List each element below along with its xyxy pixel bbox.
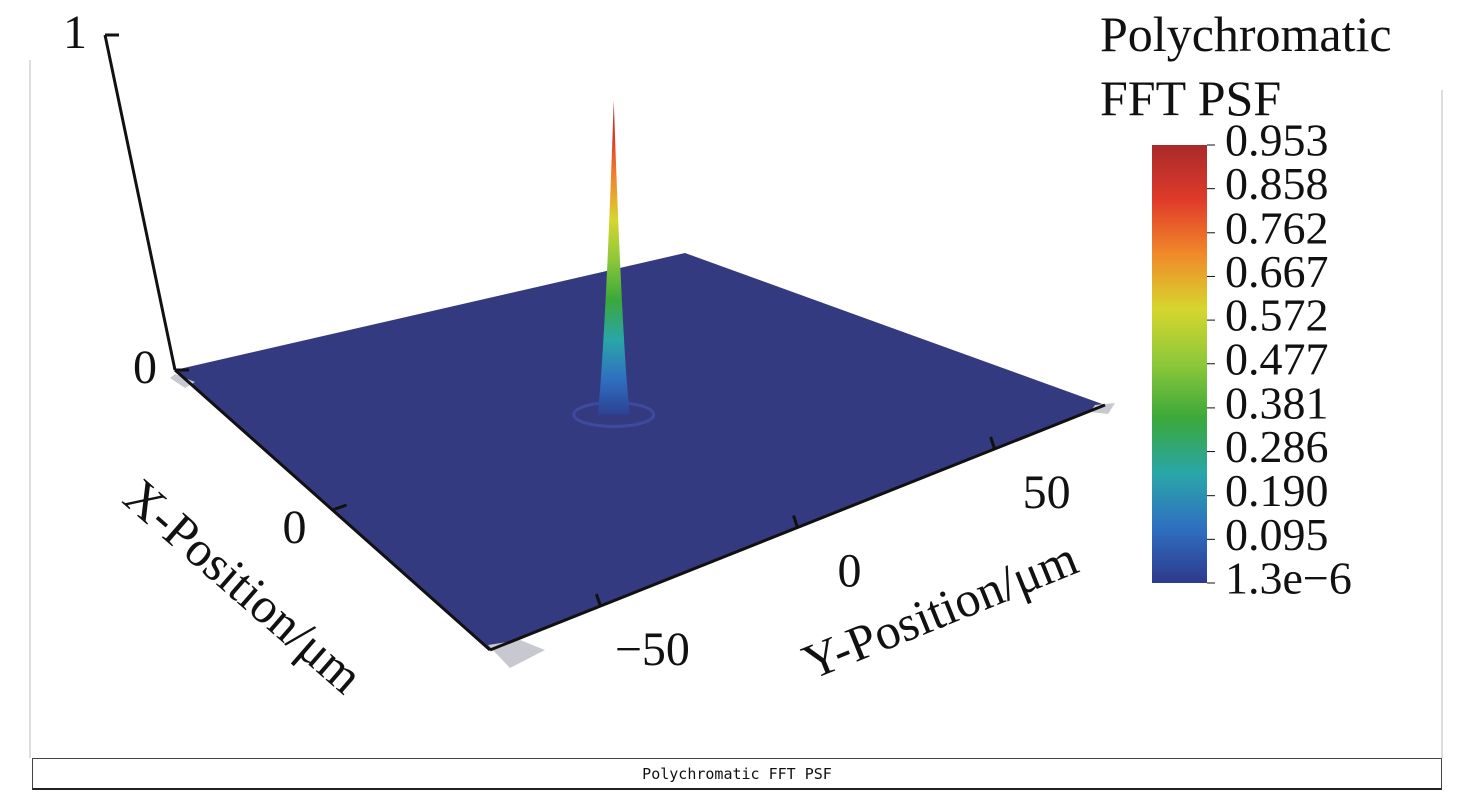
colorbar [1152, 145, 1207, 583]
colorbar-tick-label: 0.190 [1225, 465, 1329, 516]
corner-marker [1090, 403, 1115, 414]
colorbar-tick-label: 0.858 [1225, 158, 1329, 209]
colorbar-tick-label: 0.286 [1225, 421, 1329, 472]
y-tick [989, 436, 997, 450]
colorbar-tick-label: 0.477 [1225, 333, 1329, 384]
y-tick-label: 50 [1023, 466, 1071, 519]
colorbar-tick-label: 0.095 [1225, 509, 1329, 560]
y-tick [792, 515, 799, 528]
surface-floor [175, 253, 1105, 650]
z-tick-label: 0 [133, 341, 157, 394]
corner-marker [170, 374, 195, 388]
x-tick-label: 0 [283, 501, 307, 554]
colorbar-tick-label: 0.381 [1225, 377, 1329, 428]
y-tick-label: −50 [615, 623, 690, 676]
colorbar-title: Polychromatic FFT PSF [1100, 6, 1392, 126]
colorbar-tick-label: 0.667 [1225, 246, 1329, 297]
colorbar-tick-label: 1.3e−6 [1225, 553, 1352, 604]
y-tick [594, 593, 602, 607]
window-caption: Polychromatic FFT PSF [32, 758, 1442, 790]
y-tick-label: 0 [838, 545, 862, 598]
colorbar-tick-label: 0.572 [1225, 290, 1329, 341]
x-tick [331, 503, 348, 512]
corner-marker [488, 640, 545, 668]
colorbar-tick-label: 0.762 [1225, 202, 1329, 253]
colorbar-tick-label: 0.953 [1225, 115, 1329, 166]
z-tick-label: 1 [63, 6, 87, 59]
peak [597, 100, 630, 415]
z-axis [103, 34, 177, 371]
